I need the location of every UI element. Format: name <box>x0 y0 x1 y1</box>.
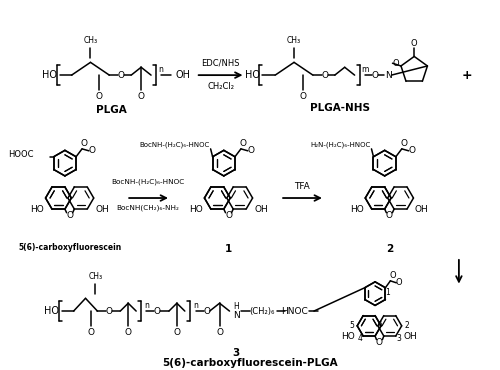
Text: O: O <box>248 147 254 155</box>
Text: 3: 3 <box>396 333 401 343</box>
Text: HOOC: HOOC <box>8 150 34 159</box>
Text: N: N <box>233 310 240 320</box>
Text: 1: 1 <box>385 288 390 297</box>
Text: O: O <box>88 328 95 337</box>
Text: H: H <box>234 302 239 311</box>
Text: HO: HO <box>189 205 203 213</box>
Text: m: m <box>362 65 369 74</box>
Text: O: O <box>411 39 418 48</box>
Text: 2: 2 <box>404 321 409 330</box>
Text: O: O <box>300 92 306 101</box>
Text: (CH₂)₆: (CH₂)₆ <box>250 307 275 316</box>
Text: HO: HO <box>42 70 56 80</box>
Text: HO: HO <box>342 332 355 340</box>
Text: CH₂Cl₂: CH₂Cl₂ <box>207 83 234 91</box>
Text: TFA: TFA <box>294 182 310 191</box>
Text: O: O <box>88 147 96 155</box>
Text: CH₃: CH₃ <box>287 36 301 45</box>
Text: 4: 4 <box>358 333 362 343</box>
Text: 2: 2 <box>386 244 393 254</box>
Text: N: N <box>385 71 392 80</box>
Text: O: O <box>80 139 87 148</box>
Text: PLGA-NHS: PLGA-NHS <box>310 102 370 112</box>
Text: O: O <box>396 278 402 287</box>
Text: OH: OH <box>415 205 428 213</box>
Text: O: O <box>216 328 223 337</box>
Text: O: O <box>106 307 113 316</box>
Text: O: O <box>372 71 379 80</box>
Text: n: n <box>193 301 198 310</box>
Text: CH₃: CH₃ <box>84 36 98 45</box>
Text: 6: 6 <box>377 321 382 327</box>
Text: O: O <box>66 211 73 220</box>
Text: HO: HO <box>30 205 44 213</box>
Text: HO: HO <box>44 306 59 316</box>
Text: PLGA: PLGA <box>96 105 126 115</box>
Text: OH: OH <box>176 70 191 80</box>
Text: BocNH(CH₂)₆-NH₂: BocNH(CH₂)₆-NH₂ <box>116 205 180 211</box>
Text: CH₃: CH₃ <box>88 272 102 281</box>
Text: 5(6)-carboxyfluorescein: 5(6)-carboxyfluorescein <box>18 243 122 252</box>
Text: 3: 3 <box>232 348 239 359</box>
Text: O: O <box>174 328 180 337</box>
Text: O: O <box>389 272 396 280</box>
Text: O: O <box>408 147 415 155</box>
Text: HO: HO <box>350 205 364 213</box>
Text: O: O <box>322 71 328 80</box>
Text: O: O <box>124 328 132 337</box>
Text: O: O <box>118 71 125 80</box>
Text: 1: 1 <box>225 244 232 254</box>
Text: n: n <box>144 301 149 310</box>
Text: O: O <box>240 139 246 148</box>
Text: +: + <box>462 68 472 82</box>
Text: O: O <box>225 211 232 220</box>
Text: HNOC: HNOC <box>280 307 307 316</box>
Text: O: O <box>96 92 103 101</box>
Text: 5: 5 <box>350 321 354 330</box>
Text: O: O <box>138 92 144 101</box>
Text: OH: OH <box>254 205 268 213</box>
Text: O: O <box>203 307 210 316</box>
Text: EDC/NHS: EDC/NHS <box>202 59 240 68</box>
Text: OH: OH <box>95 205 109 213</box>
Text: BocNH-(H₂C)₆-HNOC: BocNH-(H₂C)₆-HNOC <box>112 178 184 185</box>
Text: O: O <box>400 139 407 148</box>
Text: HO: HO <box>246 70 260 80</box>
Text: O: O <box>376 338 383 347</box>
Text: OH: OH <box>404 332 417 340</box>
Text: 5(6)-carboxyfluorescein-PLGA: 5(6)-carboxyfluorescein-PLGA <box>162 358 338 368</box>
Text: H₂N-(H₂C)₆-HNOC: H₂N-(H₂C)₆-HNOC <box>310 142 370 148</box>
Text: BocNH-(H₂C)₆-HNOC: BocNH-(H₂C)₆-HNOC <box>140 142 210 148</box>
Text: n: n <box>158 65 163 74</box>
Text: O: O <box>386 211 393 220</box>
Text: O: O <box>154 307 160 316</box>
Text: O: O <box>392 59 399 68</box>
